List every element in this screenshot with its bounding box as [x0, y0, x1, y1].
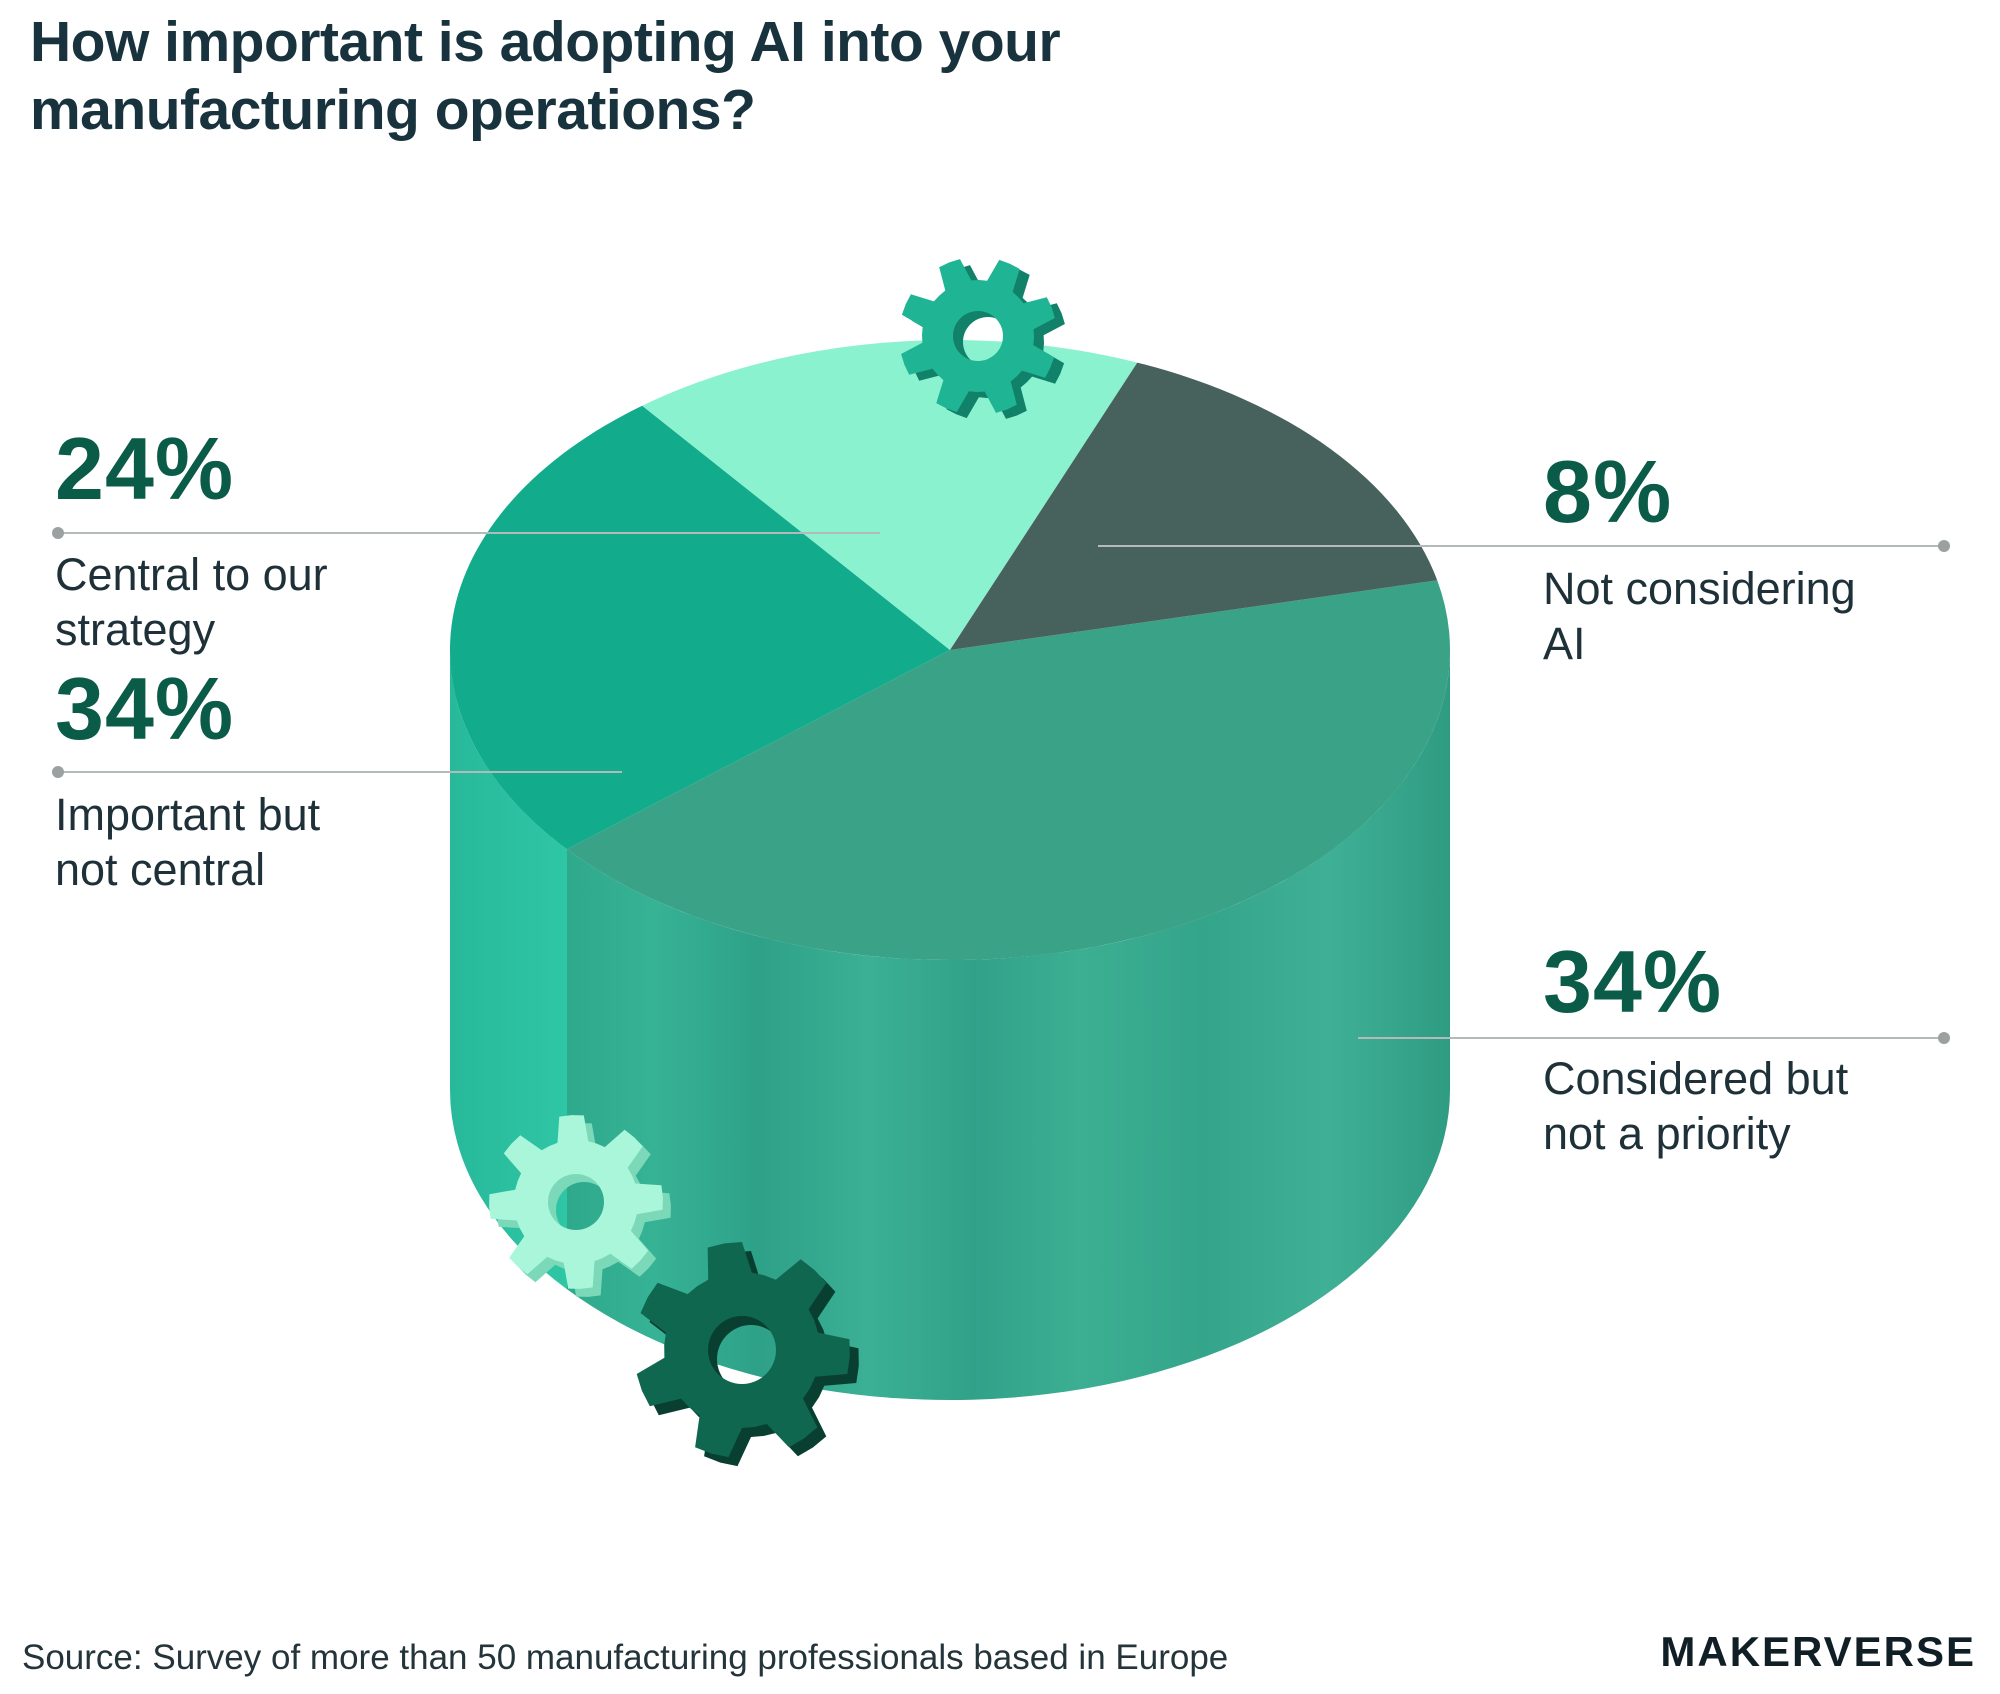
- leader-dot-not-considering: [1938, 540, 1950, 552]
- source-note: Source: Survey of more than 50 manufactu…: [22, 1638, 1229, 1677]
- mint-gear-icon: [489, 1115, 671, 1297]
- callout-considered-label-line1: Considered but: [1543, 1053, 1849, 1104]
- leader-lines: [58, 532, 1944, 1039]
- page-title-line1: How important is adopting AI into your: [30, 10, 1061, 74]
- pie-slice-important: [449, 405, 950, 850]
- dark-gear-body: [636, 1242, 850, 1458]
- top-gear-body: [901, 259, 1055, 413]
- callout-central-value: 24%: [55, 419, 235, 518]
- pie-wall-considered: [567, 650, 1450, 1401]
- pie-slice-central: [642, 340, 1138, 650]
- callout-considered-value: 34%: [1543, 932, 1723, 1031]
- pie-wall-important: [450, 650, 567, 1290]
- callout-important-label-line1: Important but: [55, 789, 321, 840]
- page-title: How important is adopting AI into your m…: [30, 8, 1430, 145]
- callout-central-label: Central to our strategy: [55, 548, 328, 658]
- mint-gear-body: [489, 1115, 663, 1289]
- top-gear-icon: [901, 259, 1065, 419]
- callout-considered-label-line2: not a priority: [1543, 1107, 1791, 1159]
- callout-central-label-line2: strategy: [55, 603, 216, 655]
- brand-logo: MAKERVERSE: [1660, 1628, 1976, 1675]
- leader-dot-important: [52, 766, 64, 778]
- callout-considered-label: Considered but not a priority: [1543, 1052, 1848, 1162]
- callout-important-label-line2: not central: [55, 843, 266, 895]
- callout-important-label: Important but not central: [55, 788, 320, 898]
- leader-dots: [52, 527, 1950, 1044]
- callout-important-value: 34%: [55, 659, 235, 758]
- leader-dot-considered: [1938, 1032, 1950, 1044]
- callout-not-considering-label-line1: Not considering: [1543, 563, 1856, 614]
- dark-gear-icon: [636, 1242, 859, 1467]
- callout-not-considering-label: Not considering AI: [1543, 562, 1856, 672]
- pie-slice-not-considering: [950, 362, 1438, 650]
- callout-not-considering-value: 8%: [1543, 442, 1673, 541]
- pie-slice-considered-top: [567, 580, 1451, 961]
- callout-central-label-line1: Central to our: [55, 549, 328, 600]
- page-title-line2: manufacturing operations?: [30, 78, 756, 143]
- callout-not-considering-label-line2: AI: [1543, 617, 1586, 669]
- leader-dot-central: [52, 527, 64, 539]
